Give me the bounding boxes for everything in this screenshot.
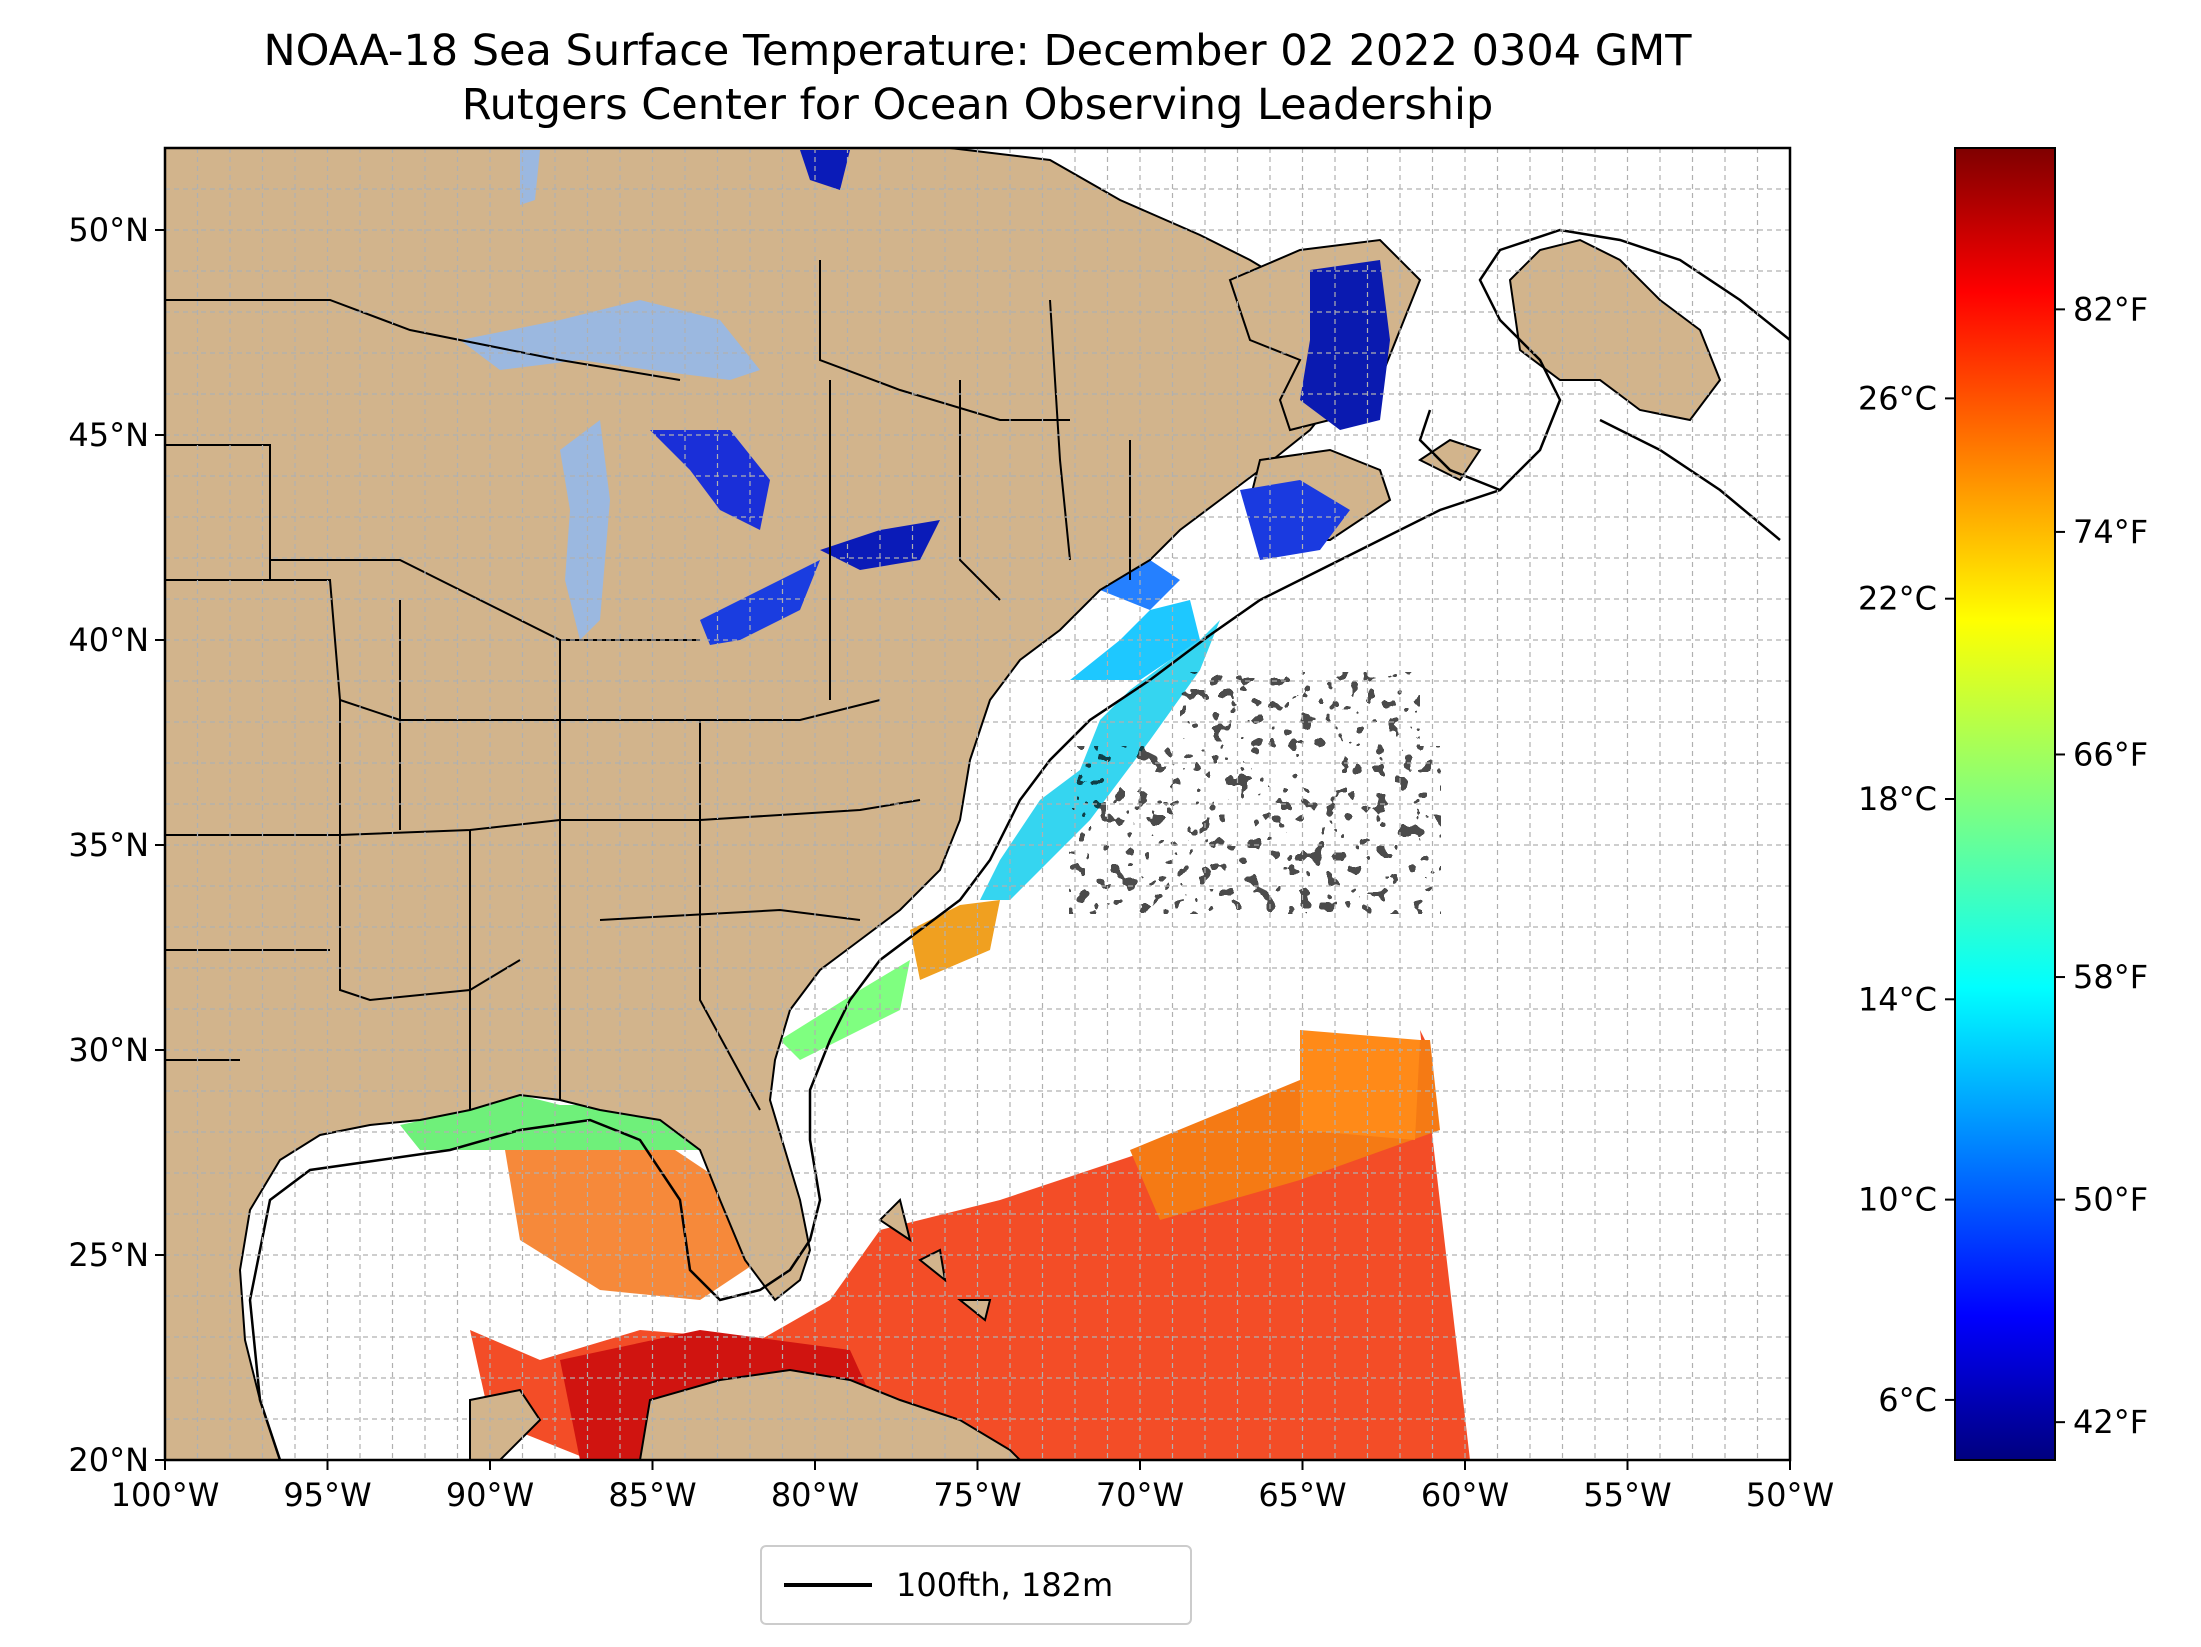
y-axis: 20°N 25°N 30°N 35°N 40°N 45°N 50°N [68,211,165,1479]
y-tick-label: 35°N [68,826,149,864]
x-tick-label: 60°W [1421,1476,1509,1514]
cb-fahrenheit-label: 66°F [2073,735,2148,773]
x-tick-label: 80°W [771,1476,859,1514]
y-tick-label: 40°N [68,621,149,659]
x-tick-label: 55°W [1583,1476,1671,1514]
cb-celsius-label: 10°C [1858,1181,1937,1219]
x-axis: 100°W 95°W 90°W 85°W 80°W 75°W 70°W 65°W 60°W 55°… [111,1460,1834,1514]
y-tick-label: 50°N [68,211,149,249]
legend-label: 100fth, 182m [896,1566,1114,1604]
chart-title: NOAA-18 Sea Surface Temperature: Decembe… [263,26,1692,76]
x-tick-label: 75°W [933,1476,1021,1514]
colorbar [1954,147,2056,1461]
y-tick-label: 45°N [68,416,149,454]
y-tick-label: 25°N [68,1236,149,1274]
cb-celsius-label: 6°C [1878,1381,1937,1419]
x-tick-label: 50°W [1746,1476,1834,1514]
cb-celsius-label: 14°C [1858,980,1937,1018]
cb-celsius-label: 18°C [1858,780,1937,818]
y-tick-label: 20°N [68,1441,149,1479]
cb-fahrenheit-label: 42°F [2073,1403,2148,1441]
colorbar-fahrenheit-axis: 42°F 50°F 58°F 66°F 74°F 82°F [2055,290,2148,1441]
colorbar-celsius-axis: 6°C 10°C 14°C 18°C 22°C 26°C [1858,379,1955,1419]
chart-subtitle: Rutgers Center for Ocean Observing Leade… [461,80,1494,130]
cb-fahrenheit-label: 82°F [2073,290,2148,328]
cb-celsius-label: 22°C [1858,580,1937,618]
state-borders [165,260,1131,1111]
cb-celsius-label: 26°C [1858,379,1937,417]
cb-fahrenheit-label: 74°F [2073,513,2148,551]
legend-line-swatch [784,1583,872,1587]
cb-fahrenheit-label: 50°F [2073,1181,2148,1219]
legend: 100fth, 182m [760,1545,1192,1625]
x-tick-label: 65°W [1258,1476,1346,1514]
x-tick-label: 90°W [446,1476,534,1514]
x-tick-label: 70°W [1096,1476,1184,1514]
sst-mid-ocean-speckle [1100,680,1410,900]
cb-fahrenheit-label: 58°F [2073,958,2148,996]
x-tick-label: 85°W [608,1476,696,1514]
x-tick-label: 95°W [283,1476,371,1514]
y-tick-label: 30°N [68,1031,149,1069]
x-tick-label: 100°W [111,1476,220,1514]
